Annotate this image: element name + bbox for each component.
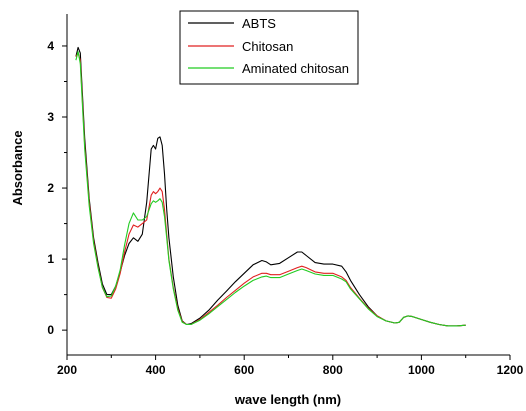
legend-label-abts: ABTS (242, 16, 276, 31)
x-tick-label-1200: 1200 (497, 363, 524, 377)
y-tick-label-4: 4 (47, 39, 54, 53)
y-tick-label-1: 1 (47, 252, 54, 266)
x-axis-title: wave length (nm) (234, 392, 341, 407)
y-tick-label-3: 3 (47, 110, 54, 124)
y-axis-title: Absorbance (10, 130, 25, 205)
x-tick-label-1000: 1000 (408, 363, 435, 377)
y-tick-label-0: 0 (47, 323, 54, 337)
legend-label-aminated-chitosan: Aminated chitosan (242, 61, 349, 76)
y-tick-label-2: 2 (47, 181, 54, 195)
legend: ABTS Chitosan Aminated chitosan (179, 10, 359, 85)
x-tick-label-600: 600 (234, 363, 254, 377)
series-line-chitosan (75, 52, 466, 327)
x-tick-label-200: 200 (57, 363, 77, 377)
x-tick-label-400: 400 (146, 363, 166, 377)
series-line-aminated-chitosan (75, 51, 466, 327)
legend-label-chitosan: Chitosan (242, 39, 293, 54)
plot-area: 200 400 600 800 1000 1200 0 1 2 3 4 (47, 14, 524, 377)
x-tick-label-800: 800 (323, 363, 343, 377)
series-line-abts (75, 46, 466, 327)
